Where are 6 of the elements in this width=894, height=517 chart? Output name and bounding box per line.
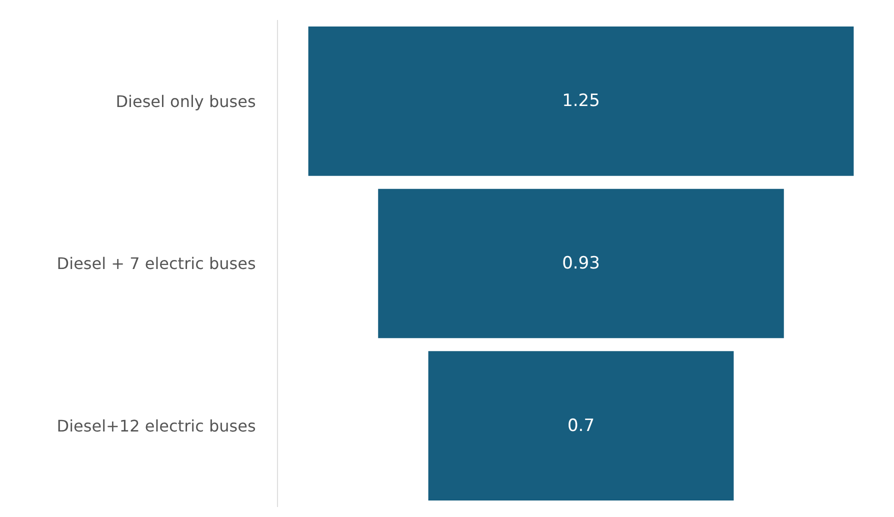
data-label: 0.93 [562,254,600,274]
data-label: 0.7 [567,416,595,436]
category-label: Diesel + 7 electric buses [56,254,256,274]
category-label: Diesel+12 electric buses [56,416,256,436]
data-label: 1.25 [562,91,600,112]
category-label: Diesel only buses [116,92,256,111]
